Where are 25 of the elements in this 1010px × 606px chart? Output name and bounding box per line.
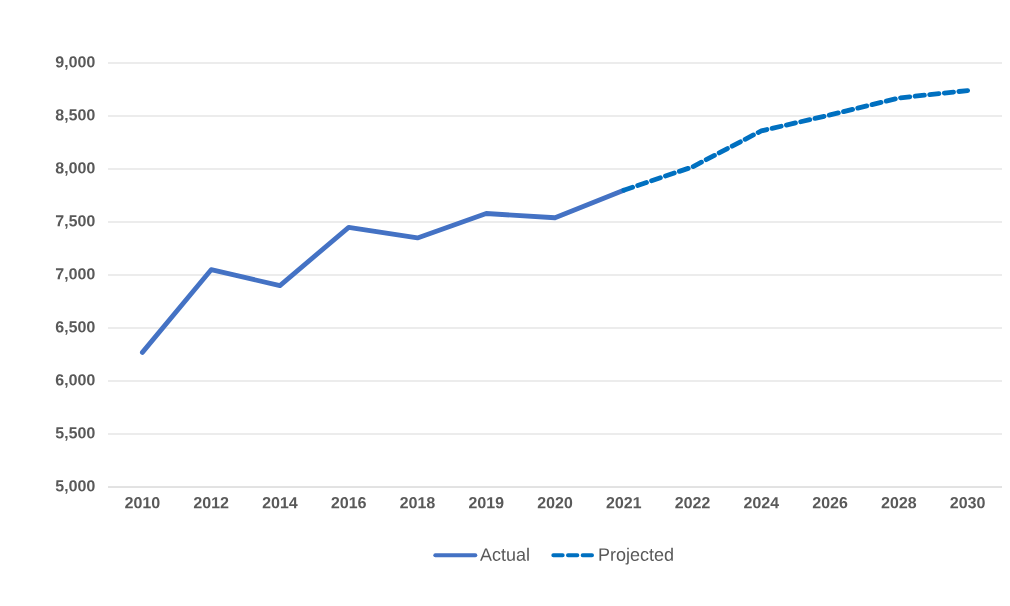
x-tick-label: 2020 (537, 497, 573, 509)
line-series (621, 88, 971, 193)
x-tick-label: 2019 (469, 497, 504, 509)
x-tick-label: 2014 (262, 497, 298, 509)
y-tick-label: 5,000 (55, 480, 95, 494)
x-tick-label: 2021 (606, 497, 642, 509)
legend-label: Actual (480, 547, 529, 561)
y-tick-label: 9,000 (55, 56, 95, 70)
x-tick-label: 2016 (331, 497, 366, 509)
x-tick-label: 2026 (812, 497, 848, 509)
x-tick-label: 2010 (125, 497, 160, 509)
y-tick-label: 6,000 (55, 374, 95, 388)
legend-label: Projected (599, 547, 673, 565)
y-tick-label: 5,500 (55, 427, 95, 441)
x-tick-label: 2018 (400, 497, 435, 509)
y-tick-label: 6,500 (55, 321, 95, 335)
y-tick-label: 7,000 (55, 268, 95, 282)
y-tick-label: 8,500 (55, 109, 95, 123)
y-tick-label: 8,000 (55, 162, 95, 176)
x-tick-label: 2012 (193, 497, 229, 509)
x-tick-label: 2030 (950, 497, 985, 509)
x-tick-label: 2022 (675, 497, 710, 509)
y-tick-label: 7,500 (55, 215, 95, 229)
x-tick-label: 2024 (744, 497, 780, 509)
x-tick-label: 2028 (881, 497, 917, 509)
